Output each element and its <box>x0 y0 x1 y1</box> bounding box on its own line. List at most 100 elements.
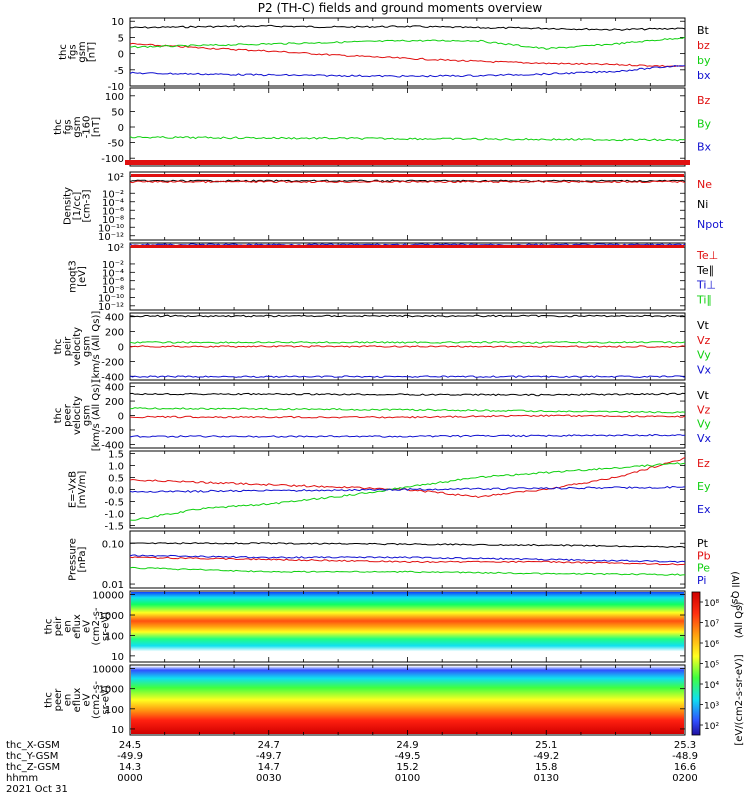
y-axis-label-line: eflux <box>72 688 83 713</box>
x-row-label: thc_Z-GSM <box>6 762 60 773</box>
y-axis-label-line: thc <box>53 339 64 355</box>
legend-entry: Pb <box>697 549 711 562</box>
series-line-bz <box>129 42 686 68</box>
red-band <box>125 160 690 165</box>
panel-frame <box>129 87 686 167</box>
series-line-Vt <box>129 314 686 318</box>
panel-7: 1.51.00.5 0.0-0.5-1.0-1.5 E=-VxB[mV/m] Ez Ey… <box>67 449 711 532</box>
legend-entry: by <box>697 54 711 67</box>
series-line-Pi <box>129 554 686 563</box>
legend-entry: Vx <box>697 363 712 376</box>
y-axis-label-line: fgs <box>67 44 78 59</box>
y-axis-label: Density[1/cc][cm-3] <box>63 187 93 225</box>
y-tick-label: 10⁻⁶ <box>102 206 124 217</box>
colorbar-tick-label: 10⁸ <box>704 599 719 609</box>
y-axis-label-line: velocity <box>72 327 83 366</box>
y-axis-label: thcfgsgsm-160[nT] <box>53 116 102 139</box>
x-row-value: 14.7 <box>258 762 280 773</box>
y-tick-label: 10⁻⁸ <box>102 285 124 296</box>
y-axis-label-line: gsm <box>82 336 93 357</box>
series-line-bx <box>129 64 686 78</box>
y-tick-label: 400 <box>105 313 124 324</box>
y-tick-label: -400 <box>101 440 124 451</box>
y-axis-label-line: eV <box>82 693 93 706</box>
panel-2: 100 50 0 -50 -100 thcfgsgsm-160[nT] Bz By Bx <box>53 87 712 167</box>
y-axis-label-line: E=-VxB <box>67 471 78 508</box>
y-tick-label: 1000 <box>99 685 124 696</box>
legend-entry: Vt <box>697 389 710 402</box>
y-tick-label: -50 <box>108 139 124 150</box>
y-axis-label-line: thc <box>53 408 64 424</box>
y-axis-label-line: sr-eV) <box>101 612 112 641</box>
colorbar-label-top: (All Qs) <box>734 602 745 639</box>
y-tick-label: -10 <box>108 82 124 93</box>
legend-entry: Vx <box>697 432 712 445</box>
y-tick-label: -200 <box>101 426 124 437</box>
series-line-Vy <box>129 341 686 344</box>
y-tick-label: 10² <box>107 243 124 254</box>
y-tick-label: 10² <box>107 172 124 183</box>
y-tick-label: 10⁻⁸ <box>102 215 124 226</box>
y-axis-label-line: velocity <box>72 396 83 435</box>
y-axis-label-line: eV <box>82 620 93 633</box>
y-axis-label-line: fgs <box>63 119 74 134</box>
series-line-Vt <box>129 392 686 397</box>
y-tick-label: 0.10 <box>102 539 124 550</box>
legend-entry: Ne <box>697 178 712 191</box>
x-row-value: -49.5 <box>395 751 421 762</box>
colorbar: 10⁸ 10⁷ 10⁶ 10⁵ 10⁴ 10³ 10² [eV/(cm2-s-sr-eV)] (… <box>691 591 745 746</box>
panel-frame <box>129 242 686 311</box>
y-axis-label-line: en <box>63 694 74 707</box>
legend-entry: bz <box>697 39 710 52</box>
y-axis-label-line: (cm2-s- <box>91 681 102 719</box>
y-tick-label: -1.5 <box>104 522 124 533</box>
y-axis-label-line: Density <box>63 187 74 225</box>
y-axis-label-right: (All Qs) <box>729 571 740 608</box>
series-line-Vz <box>129 345 686 348</box>
series-line-Pt <box>129 542 686 549</box>
x-row-label: hhmm <box>6 773 38 784</box>
y-tick-label: -1.0 <box>104 510 124 521</box>
panel-1: 10 5 0 -5 -10 thcfgsgsm[nT] Bt bz by bx <box>58 17 711 93</box>
y-tick-label: -100 <box>101 154 124 165</box>
legend-entry: Ex <box>697 503 711 516</box>
heatmap-band <box>131 592 684 661</box>
legend-entry: By <box>697 117 712 130</box>
y-tick-label: 10⁻² <box>102 260 124 271</box>
y-tick-label: -400 <box>101 372 124 383</box>
y-tick-label: 10⁻⁴ <box>102 268 124 279</box>
x-row-value: 16.6 <box>674 762 696 773</box>
legend-entry: Vz <box>697 403 711 416</box>
y-tick-label: 0.01 <box>102 580 124 591</box>
x-row-value: 0030 <box>256 773 281 784</box>
x-row-value: -49.2 <box>533 751 559 762</box>
y-axis-label-line: [nT] <box>86 42 97 62</box>
y-axis-label: Pressure[nPa] <box>67 538 88 581</box>
legend-entry: Te⊥ <box>696 249 718 262</box>
x-row-value: 24.7 <box>258 740 280 751</box>
legend-entry: Ti⊥ <box>696 279 716 292</box>
y-tick-label: 10⁻¹² <box>98 232 124 243</box>
panel-9: 10000 1000 100 10 thcpeirenefluxeV(cm2-s-sr-… <box>44 590 686 663</box>
colorbar-tick-label: 10⁷ <box>704 620 719 630</box>
y-tick-label: 100 <box>105 705 124 716</box>
y-axis-label-line: gsm <box>77 41 88 62</box>
x-row-value: 24.5 <box>119 740 141 751</box>
y-axis-label-line: -160 <box>82 116 93 139</box>
colorbar-label: [eV/(cm2-s-sr-eV)] <box>734 654 745 745</box>
legend-entry: Bt <box>697 24 710 37</box>
x-row-value: 14.3 <box>119 762 141 773</box>
y-tick-label: 1.0 <box>108 461 124 472</box>
y-axis-label-line: [1/cc] <box>72 192 83 221</box>
y-tick-label: 10⁻¹² <box>98 302 124 313</box>
y-tick-label: 0 <box>118 343 124 354</box>
series-line-Ez <box>129 456 686 499</box>
y-tick-label: 1.5 <box>108 449 124 460</box>
y-axis-label-line: peer <box>63 403 74 427</box>
series-line-Vx <box>129 433 686 438</box>
y-tick-label: 10000 <box>92 591 124 602</box>
legend-entry: Vz <box>697 334 711 347</box>
